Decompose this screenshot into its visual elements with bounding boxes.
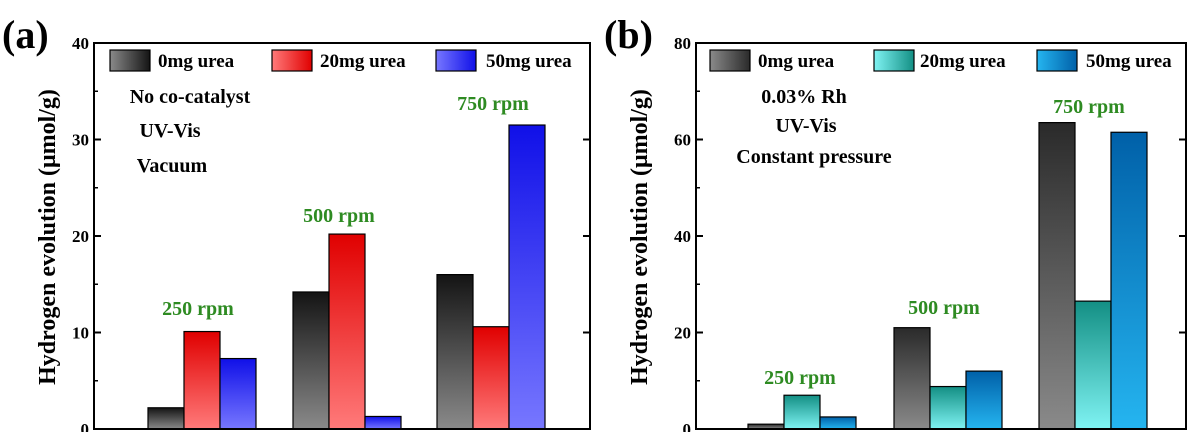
panel-b-legend-swatch (709, 49, 751, 72)
panel-b-chart: (b) Hydrogen evolution (μmol/g) 0 20 40 60 8… (604, 12, 1187, 432)
panel-a-y-tick-label: 20 (72, 227, 89, 246)
panel-b-y-axis-label: Hydrogen evolution (μmol/g) (627, 89, 653, 385)
panel-b-legend-label: 20mg urea (920, 51, 1006, 72)
panel-a-condition-text: No co-catalyst (130, 86, 251, 108)
panel-a-y-axis-label: Hydrogen evolution (μmol/g) (35, 89, 61, 385)
panel-b-bar (1110, 131, 1148, 430)
panel-a-legend-label: 20mg urea (320, 51, 406, 72)
panel-b-condition-text: 0.03% Rh (761, 86, 847, 108)
panel-a-y-tick-label: 0 (81, 420, 90, 432)
panel-b-y-tick-label: 40 (674, 227, 691, 246)
panel-a-condition-text: UV-Vis (139, 120, 200, 142)
panel-a-conditions: No co-catalyst UV-Vis Vacuum (130, 86, 251, 177)
panel-b-category-label: 500 rpm (908, 297, 980, 319)
panel-b-y-tick-label: 80 (674, 34, 691, 53)
panel-a-bar (328, 233, 366, 430)
panel-b-legend: 0mg urea 20mg urea 50mg urea (709, 49, 1172, 72)
panel-a-y-tick-label: 30 (72, 131, 89, 150)
panel-b-label: (b) (604, 12, 653, 57)
panel-a-bar (508, 124, 546, 430)
panel-a-category-label: 500 rpm (303, 205, 375, 227)
panel-a-legend-swatch (435, 49, 477, 72)
panel-b-condition-text: UV-Vis (775, 115, 836, 137)
panel-a-bar (436, 274, 474, 430)
panel-a-condition-text: Vacuum (137, 155, 208, 177)
panel-a-y-tick-label: 10 (72, 324, 89, 343)
panel-b-category-label: 750 rpm (1053, 96, 1125, 118)
panel-a-legend-label: 50mg urea (486, 51, 572, 72)
panel-b-bar (929, 385, 967, 430)
panel-b-legend-swatch (873, 49, 915, 72)
panel-a-label: (a) (2, 12, 49, 57)
panel-b-category-label: 250 rpm (764, 367, 836, 389)
panel-a-bar (183, 330, 221, 430)
panel-a-category-labels: 250 rpm 500 rpm 750 rpm (162, 93, 529, 320)
panel-a-legend-swatch (109, 49, 151, 72)
panel-b-legend-swatch (1036, 49, 1078, 72)
panel-b-bar (819, 416, 857, 430)
panel-b-y-axis: 0 20 40 60 80 (674, 34, 1186, 432)
panel-a-y-tick-label: 40 (72, 34, 89, 53)
panel-b-bar (783, 394, 821, 430)
panel-a-bar (147, 407, 185, 430)
panel-b-legend-label: 50mg urea (1086, 51, 1172, 72)
panel-b-bar (893, 327, 931, 430)
panel-a-legend: 0mg urea 20mg urea 50mg urea (109, 49, 572, 72)
panel-b-bar (965, 370, 1003, 430)
panel-a-chart: (a) Hydrogen evolution (μmol/g) 0 10 20 30 4… (2, 12, 591, 432)
panel-a-category-label: 250 rpm (162, 298, 234, 320)
panel-b-y-tick-label: 20 (674, 324, 691, 343)
panel-b-plot-frame (695, 42, 1187, 430)
panel-b-bars (747, 122, 1148, 430)
panel-b-bar (1074, 300, 1112, 430)
panel-a-legend-label: 0mg urea (158, 51, 235, 72)
panel-b-y-tick-label: 60 (674, 131, 691, 150)
panel-a-bar (364, 415, 402, 430)
panel-a-bar (292, 291, 330, 430)
panel-b-conditions: 0.03% Rh UV-Vis Constant pressure (736, 86, 892, 168)
panel-a-plot-frame (93, 42, 591, 430)
panel-b-legend-label: 0mg urea (758, 51, 835, 72)
panel-a-legend-swatch (271, 49, 313, 72)
panel-a-category-label: 750 rpm (457, 93, 529, 115)
panel-b-bar (1038, 122, 1076, 430)
panel-b-category-labels: 250 rpm 500 rpm 750 rpm (764, 96, 1125, 389)
panel-b-y-tick-label: 0 (683, 420, 692, 432)
panel-b-condition-text: Constant pressure (736, 146, 892, 168)
panel-a-bar (219, 357, 257, 430)
panel-a-bar (472, 326, 510, 430)
panel-a-bars (147, 124, 546, 430)
